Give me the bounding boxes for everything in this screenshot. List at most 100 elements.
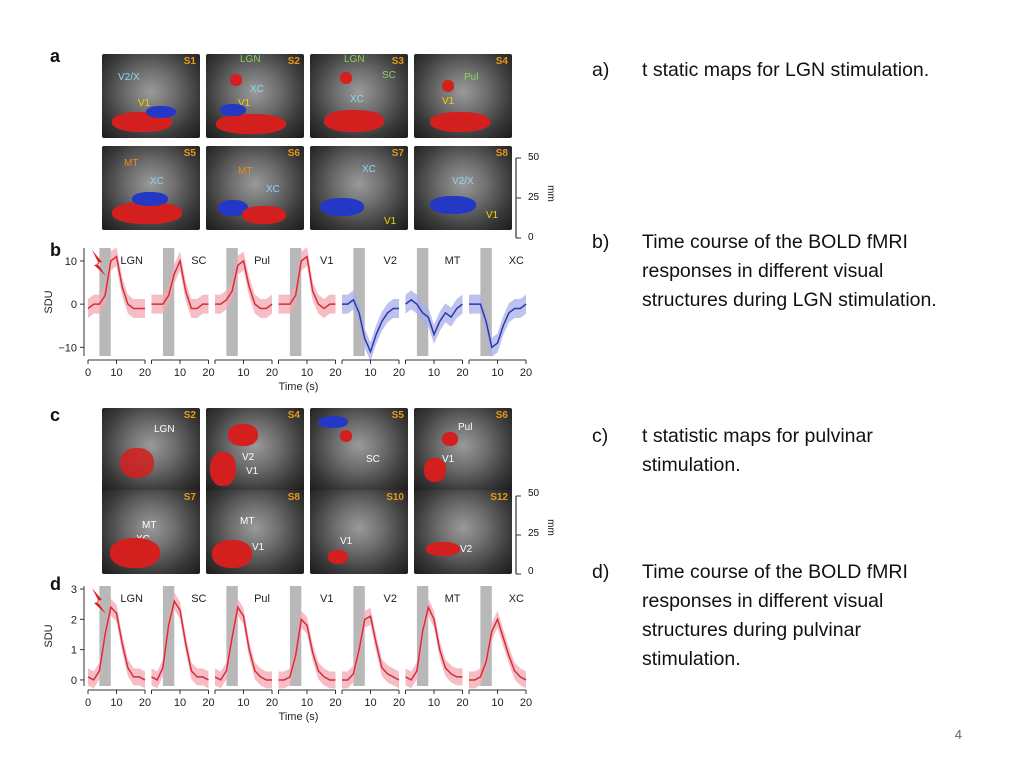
subject-id: S2 (287, 56, 300, 67)
stimulus-window (162, 586, 175, 686)
activation-blob (212, 540, 252, 568)
activation-blob (220, 104, 246, 116)
brain-map-tile: S1 V2/X V1 (102, 54, 200, 138)
series-line-v1 (278, 617, 336, 681)
subject-id: S6 (287, 148, 300, 159)
y-tick-label: 1 (71, 645, 77, 657)
y-tick-label: 10 (65, 256, 77, 268)
series-line-mt (405, 604, 463, 681)
activation-blob (146, 106, 176, 118)
brain-map-tile: S2 LGN (102, 408, 200, 492)
brain-map-tile: S3 LGN SC XC (310, 54, 408, 138)
x-tick-label: 0 (85, 367, 91, 379)
error-band (405, 290, 463, 344)
x-axis-label: Time (s) (279, 381, 319, 393)
error-band (215, 251, 272, 318)
stimulation-bolt-icon (92, 588, 106, 614)
caption-marker: d) (592, 561, 610, 583)
x-tick-label: 10 (364, 367, 376, 379)
y-tick-label: 3 (71, 584, 77, 596)
x-tick-label: 20 (520, 367, 532, 379)
region-label: V1 (442, 96, 455, 107)
activation-blob (426, 542, 460, 556)
region-label: V1 (340, 536, 353, 547)
region-label: V2/X (452, 176, 474, 187)
scale-tick: 0 (528, 566, 534, 577)
region-label: XC (350, 94, 364, 105)
caption-item: c) t statistic maps for pulvinar stimula… (592, 422, 962, 480)
region-label: V1 (238, 98, 251, 109)
brain-map-tile: S7 XC V1 (310, 146, 408, 230)
series-label: V1 (320, 255, 333, 267)
series-line-v2 (342, 615, 400, 681)
stimulus-window (353, 586, 365, 686)
series-label: Pul (254, 593, 270, 605)
region-label: MT (142, 520, 157, 531)
activation-blob (442, 432, 458, 446)
caption-text: Time course of the BOLD fMRI responses i… (642, 561, 908, 670)
brain-map-tile: S12 V2 (414, 490, 512, 574)
stimulation-bolt-icon (92, 250, 106, 276)
x-tick-label: 20 (139, 697, 151, 709)
subject-id: S4 (495, 56, 508, 67)
activation-blob (442, 80, 454, 92)
region-label: LGN (240, 54, 261, 65)
series-label: MT (445, 593, 461, 605)
caption-item: a) t static maps for LGN stimulation. (592, 56, 962, 85)
panel-b-chart: 10 0 −10 SDU LGN 0 10 20 SC 10 20 Pul 10 20 V1 10 20 V2 10… (43, 247, 532, 393)
activation-blob (318, 416, 348, 428)
x-tick-label: 10 (364, 697, 376, 709)
region-label: SC (366, 454, 380, 465)
stimulus-window (353, 248, 365, 356)
error-band (88, 598, 145, 689)
brain-map-tile: S4 Pul V1 (414, 54, 512, 138)
panel-c-letter: c (50, 405, 61, 425)
caption-marker: a) (592, 59, 610, 81)
activation-blob (340, 430, 352, 442)
subject-id: S12 (490, 492, 508, 503)
series-label: SC (191, 593, 206, 605)
region-label: V1 (384, 216, 397, 227)
subject-id: S3 (391, 56, 404, 67)
error-band (405, 598, 463, 689)
region-label: V1 (246, 466, 259, 477)
brain-map-tile: S4 V2 V1 (206, 408, 304, 492)
caption-marker: b) (592, 231, 610, 253)
subject-id: S8 (495, 148, 508, 159)
scale-tick: 0 (528, 232, 534, 243)
series-label: LGN (120, 593, 143, 605)
caption-item: d) Time course of the BOLD fMRI response… (592, 558, 962, 674)
y-axis-label: SDU (43, 624, 55, 647)
region-label: V2 (460, 544, 473, 555)
x-tick-label: 10 (428, 367, 440, 379)
x-tick-label: 20 (456, 367, 468, 379)
x-tick-label: 0 (85, 697, 91, 709)
subject-id: S4 (287, 410, 300, 421)
scale-unit: mm (544, 519, 556, 536)
subject-id: S5 (183, 148, 196, 159)
scale-bar-a (515, 157, 521, 239)
activation-blob (112, 202, 182, 224)
subject-id: S10 (386, 492, 404, 503)
region-label: XC (362, 164, 376, 175)
activation-blob (242, 206, 286, 224)
region-label: XC (150, 176, 164, 187)
error-band (215, 598, 272, 689)
activation-blob (228, 424, 258, 446)
x-tick-label: 10 (491, 697, 503, 709)
subject-id: S6 (495, 410, 508, 421)
region-label: LGN (344, 54, 365, 65)
x-tick-label: 10 (110, 697, 122, 709)
stimulus-window (416, 248, 429, 356)
series-label: SC (191, 255, 206, 267)
series-label: Pul (254, 255, 270, 267)
stimulus-window (226, 248, 238, 356)
series-line-lgn (87, 255, 145, 310)
series-label: V1 (320, 593, 333, 605)
brain-map-tile: S5 MT XC (102, 146, 200, 230)
series-line-pul (215, 259, 273, 310)
series-line-sc (151, 599, 209, 681)
y-tick-label: 2 (71, 614, 77, 626)
x-tick-label: 20 (139, 367, 151, 379)
x-tick-label: 20 (456, 697, 468, 709)
